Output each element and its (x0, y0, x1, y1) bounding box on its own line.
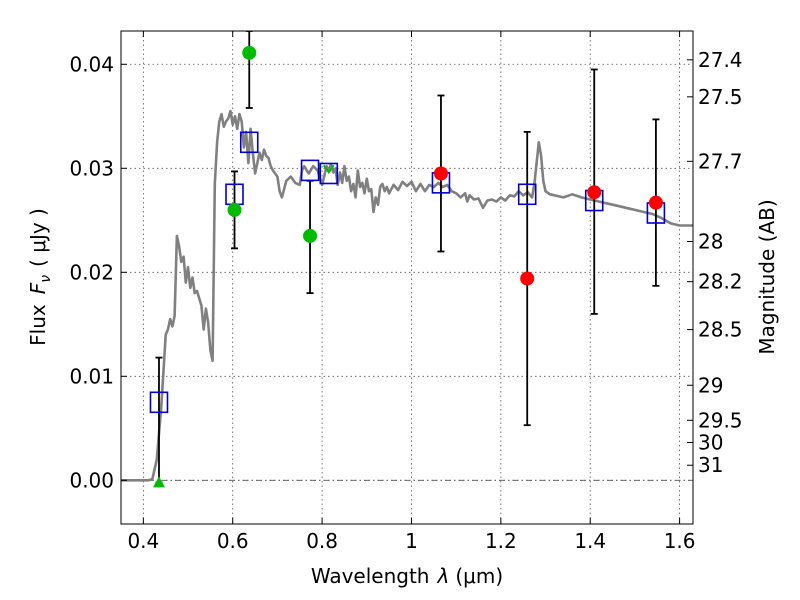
x-tick-label: 1.2 (485, 529, 517, 553)
nir-detection-point (433, 166, 448, 181)
optical-detection-point (303, 228, 318, 243)
y2-tick-label: 27.5 (698, 85, 743, 109)
y-tick-label: 0.01 (69, 364, 114, 388)
x-tick-label: 0.6 (217, 529, 249, 553)
model-photometry-point (300, 159, 320, 182)
plot-frame (120, 30, 694, 525)
x-tick-label: 0.4 (127, 529, 159, 553)
optical-detection-point (322, 164, 335, 175)
non-detection-triangle (152, 476, 165, 488)
x-tick-label: 0.8 (306, 529, 338, 553)
nir-detection-point (520, 271, 535, 286)
plot-area (121, 31, 693, 488)
y-tick-label: 0.02 (69, 260, 114, 284)
y-tick-label: 0.03 (69, 156, 114, 180)
y2-tick-label: 30 (698, 430, 723, 454)
model-photometry-point (239, 131, 259, 154)
x-tick-label: 1.4 (574, 529, 606, 553)
optical-detection-point (227, 202, 242, 217)
y2-tick-label: 28 (698, 230, 723, 254)
model-spectrum-line (121, 109, 693, 482)
y2-tick-label: 29 (698, 373, 723, 397)
x-tick-label: 1.6 (664, 529, 696, 553)
y2-tick-label: 28.5 (698, 318, 743, 342)
model-photometry-point (517, 183, 537, 206)
optical-detection-point (242, 45, 257, 60)
nir-detection-point (648, 195, 663, 210)
y2-tick-label: 28.2 (698, 270, 743, 294)
y2-tick-label: 27.4 (698, 48, 743, 72)
x-axis-label: Wavelength λ (μm) (311, 564, 503, 588)
y-axis-label: FluxFν( μJy ) (26, 208, 54, 346)
y2-tick-label: 31 (698, 453, 723, 477)
x-tick-label: 1 (405, 529, 418, 553)
y2-tick-label: 27.7 (698, 149, 743, 173)
y-tick-label: 0.04 (69, 52, 114, 76)
grid-lines (121, 31, 693, 524)
model-photometry-point (149, 391, 169, 414)
nir-detection-point (587, 185, 602, 200)
y2-tick-label: 29.5 (698, 408, 743, 432)
axis-ticks: 0.4 0.6 0.8 1 1.2 1.4 1.6 0.00 0.01 0.02 0.03 0.04 2… (69, 31, 743, 553)
y-tick-label: 0.00 (69, 468, 114, 492)
model-photometry-point (319, 162, 339, 185)
y2-axis-label: Magnitude (AB) (755, 199, 779, 354)
